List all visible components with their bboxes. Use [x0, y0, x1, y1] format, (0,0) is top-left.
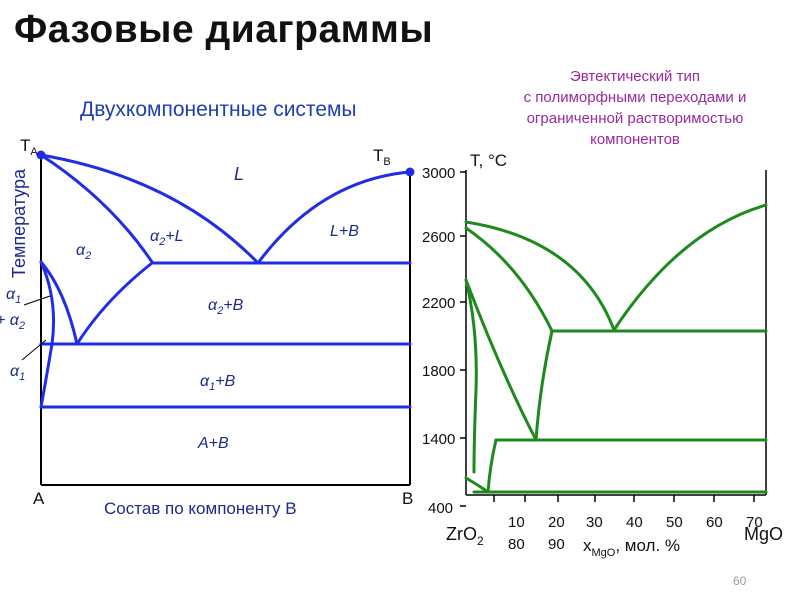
x-tick-30: 30 [586, 514, 603, 531]
x-tick-10: 10 [508, 514, 525, 531]
liquidus-right-curve [256, 170, 412, 265]
liquidus-left-green [464, 220, 616, 332]
component-B-label: B [402, 489, 413, 508]
low-solvus-green [486, 438, 498, 494]
liquidus-left-curve [39, 153, 260, 265]
ta-point [36, 150, 46, 160]
solidus-alpha2-curve [39, 153, 154, 264]
region-alpha2-plus-B: α2+B [208, 297, 244, 317]
region-alpha1-alpha2-bottom: + α2 [0, 312, 25, 332]
description-line: Эвтектический тип [570, 68, 700, 85]
component-A-label: A [33, 489, 45, 508]
left-phase-diagram: TA TB Температура L L+B α2 α2+L α2+B α1+… [0, 136, 415, 518]
x-tick-70: 70 [746, 514, 763, 531]
y-tick-400: 400 [428, 500, 453, 517]
solidus-tetragonal-green [464, 226, 554, 333]
x-tick-80: 80 [508, 536, 525, 553]
region-L: L [234, 164, 244, 184]
cubic-left-boundary-green [464, 278, 478, 474]
y-tick-3000: 3000 [422, 165, 455, 182]
region-alpha1-alpha2-top: α1 [6, 286, 21, 306]
liquidus-right-green [612, 203, 768, 332]
y-tick-2600: 2600 [422, 229, 455, 246]
pointer-alpha1-alpha2 [23, 295, 51, 306]
right-diagram-description: Эвтектический тип с полиморфными перехода… [470, 66, 800, 150]
x-axis-label: Состав по компоненту B [104, 499, 297, 518]
region-alpha2: α2 [76, 242, 91, 262]
left-diagram-subtitle: Двухкомпонентные системы [80, 98, 357, 121]
x-tick-20: 20 [548, 514, 565, 531]
x-tick-50: 50 [666, 514, 683, 531]
region-L-plus-B: L+B [330, 223, 359, 240]
tb-label: TB [373, 146, 391, 168]
description-line: компонентов [590, 131, 680, 148]
page-title: Фазовые диаграммы [14, 8, 434, 51]
y-tick-1400: 1400 [422, 431, 455, 448]
y-tick-2200: 2200 [422, 295, 455, 312]
description-line: с полиморфными переходами и [523, 89, 747, 106]
y-axis-label: Температура [9, 168, 29, 278]
region-A-plus-B: A+B [197, 435, 229, 452]
alpha1-boundary-curve [39, 260, 56, 409]
region-alpha1-plus-B: α1+B [200, 373, 236, 393]
tb-point [405, 167, 415, 177]
y-tick-1800: 1800 [422, 363, 455, 380]
alpha2-left-boundary [39, 260, 79, 346]
region-alpha1: α1 [10, 363, 25, 383]
x-tick-marks [493, 495, 755, 502]
x-tick-60: 60 [706, 514, 723, 531]
low-boundary-green [464, 476, 490, 494]
y-axis-title: T, °C [470, 151, 507, 170]
right-component-label: MgO [744, 524, 783, 544]
solvus-green [534, 329, 554, 442]
tetragonal-boundary-green [464, 278, 538, 442]
left-component-label: ZrO2 [446, 524, 484, 548]
alpha2-solvus-curve [75, 261, 154, 346]
x-tick-90: 90 [548, 536, 565, 553]
y-tick-marks [460, 171, 466, 507]
description-line: ограниченной растворимостью [526, 110, 744, 127]
page-number: 60 [733, 574, 747, 588]
ta-label: TA [20, 136, 38, 158]
right-phase-diagram: 3000 2600 2200 1800 1400 400 T, °C 10 20… [422, 151, 783, 559]
description-lines: Эвтектический тип с полиморфными перехода… [470, 66, 800, 150]
pointer-alpha1 [21, 339, 47, 361]
x-tick-40: 40 [626, 514, 643, 531]
region-alpha2-plus-L: α2+L [150, 228, 184, 248]
x-axis-label-right: xMgO, мол. % [583, 536, 680, 559]
